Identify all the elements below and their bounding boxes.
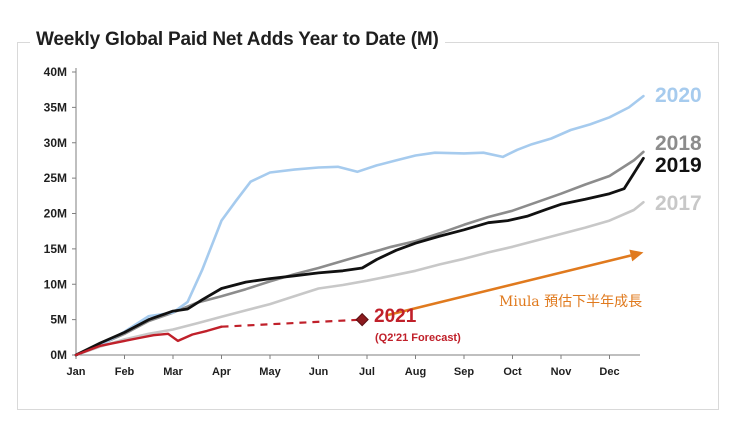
series-line-2017 — [74, 200, 645, 357]
y-tick-label: 25M — [44, 171, 67, 185]
x-tick-label: Oct — [503, 366, 522, 378]
y-tick-label: 40M — [44, 65, 67, 79]
forecast-label-year: 2021 — [374, 306, 417, 327]
series-label-2017: 2017 — [655, 192, 702, 215]
x-tick-label: Feb — [115, 366, 135, 378]
series-line-2019 — [74, 156, 645, 357]
annotation-arrow-shaft — [386, 254, 632, 317]
x-tick-label: Jul — [359, 366, 375, 378]
x-tick-label: Aug — [405, 366, 426, 378]
x-tick-label: Jan — [67, 366, 86, 378]
x-tick-label: Mar — [163, 366, 183, 378]
y-tick-label: 15M — [44, 242, 67, 256]
series-lines — [74, 94, 645, 357]
x-tick-label: Dec — [599, 366, 619, 378]
annotation-arrow-head — [629, 249, 644, 262]
x-tick-label: Sep — [454, 366, 474, 378]
series-line-2021 — [74, 325, 223, 357]
series-line-2018 — [74, 150, 645, 357]
annotation-text: Miula 預估下半年成長 — [499, 294, 642, 310]
axes: 0M 5M 10M 15M 20M 25M 30M 35M 40M Jan Feb Mar Apr May… — [44, 65, 640, 378]
x-tick-label: Apr — [212, 366, 232, 378]
x-tick-label: Jun — [309, 366, 329, 378]
y-tick-label: 0M — [50, 348, 67, 362]
series-label-2019: 2019 — [655, 154, 702, 177]
y-tick-label: 10M — [44, 277, 67, 291]
y-tick-label: 30M — [44, 136, 67, 150]
chart-title: Weekly Global Paid Net Adds Year to Date… — [30, 29, 445, 51]
series-label-2018: 2018 — [655, 132, 702, 155]
series-line-2020 — [74, 94, 645, 357]
forecast-point — [355, 312, 369, 327]
x-tick-label: May — [259, 366, 281, 378]
forecast-label-sub: (Q2'21 Forecast) — [375, 332, 461, 344]
y-tick-label: 20M — [44, 207, 67, 221]
y-tick-label: 35M — [44, 100, 67, 114]
y-tick-label: 5M — [50, 313, 67, 327]
x-tick-label: Nov — [551, 366, 573, 378]
forecast-dashed-line — [221, 318, 363, 328]
series-label-2020: 2020 — [655, 84, 702, 107]
